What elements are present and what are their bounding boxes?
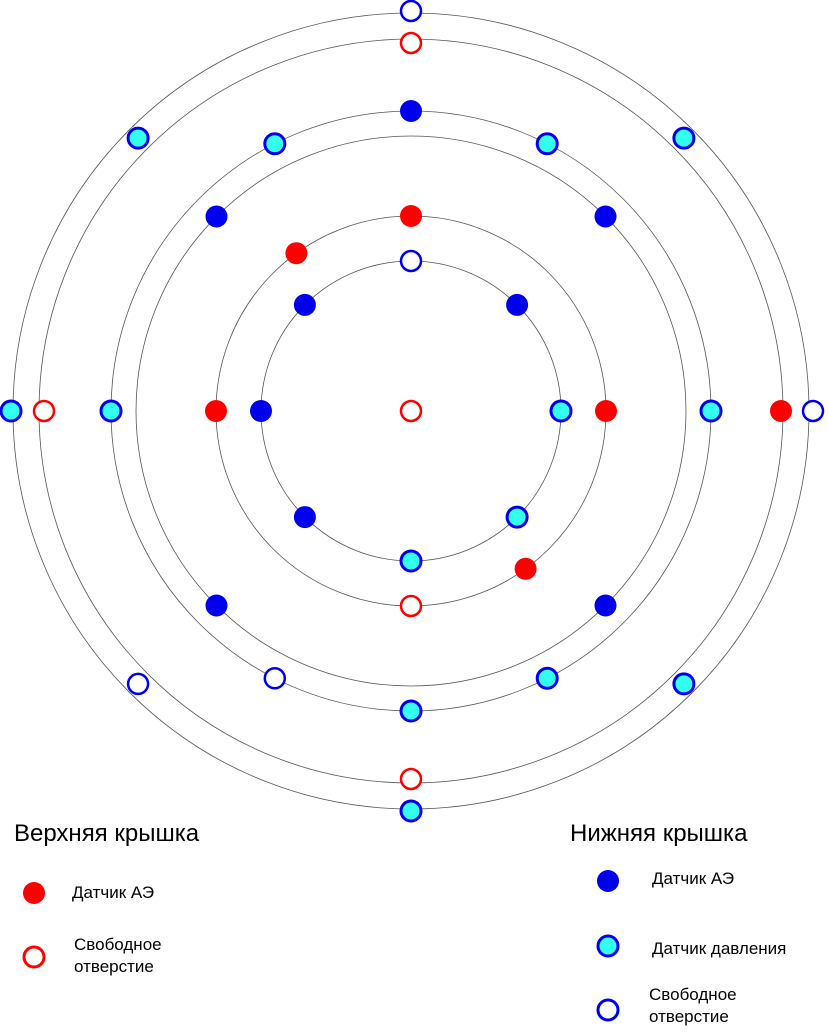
- legend-bottom-pressure-marker: [596, 934, 620, 958]
- hole-bot-ae-15: [293, 506, 316, 529]
- legend-bottom-pressure-label: Датчик давления: [652, 939, 787, 958]
- hole-bot-press-24: [99, 399, 123, 423]
- legend-bottom-free-line1: Свободное: [649, 985, 737, 1004]
- hole-bot-press-20: [549, 399, 573, 423]
- legend-top-free-label: Свободное отверстие: [74, 934, 162, 978]
- hole-top-ae-5: [285, 242, 308, 265]
- legend-bottom-free-marker: [596, 998, 620, 1022]
- legend-bottom-free-label: Свободное отверстие: [649, 984, 737, 1028]
- hole-bot-press-29: [672, 126, 696, 150]
- hole-bot-press-23: [699, 399, 723, 423]
- top-ae-marker-dot: [23, 882, 45, 904]
- hole-bot-free-38: [801, 399, 825, 423]
- ring-3: [135, 135, 687, 687]
- hole-bot-free-37: [399, 0, 423, 23]
- legend-top-ae-marker: [23, 882, 45, 904]
- hole-bot-ae-17: [594, 205, 617, 228]
- hole-bot-ae-16: [205, 205, 228, 228]
- bottom-pressure-marker-dot: [596, 934, 620, 958]
- hole-bot-ae-11: [400, 100, 422, 122]
- hole-bot-free-35: [263, 667, 287, 690]
- hole-top-ae-2: [205, 400, 227, 422]
- bottom-ae-marker-dot: [597, 870, 619, 892]
- hole-top-free-8: [399, 31, 423, 55]
- hole-top-ae-1: [400, 205, 422, 227]
- legend-bottom-ae-marker: [597, 870, 619, 892]
- hole-bot-ae-18: [205, 594, 228, 617]
- hole-bot-free-36: [126, 672, 150, 696]
- hole-bot-free-34: [399, 249, 423, 273]
- hole-top-ae-3: [595, 400, 617, 422]
- hole-top-free-10: [399, 767, 423, 791]
- hole-bot-ae-13: [293, 293, 316, 316]
- legend-bottom-title: Нижняя крышка: [570, 820, 748, 847]
- legend-bottom-ae-label: Датчик АЭ: [652, 869, 735, 888]
- hole-bot-press-32: [0, 399, 23, 423]
- sensor-layout-diagram: [0, 0, 825, 823]
- legend-top-ae-label: Датчик АЭ: [72, 883, 155, 902]
- legend-top-title: Верхняя крышка: [14, 820, 200, 847]
- hole-bot-press-25: [399, 699, 423, 723]
- hole-bot-press-28: [535, 666, 559, 690]
- hole-bot-press-27: [263, 132, 287, 156]
- legend-top-free-line2: отверстие: [74, 957, 154, 976]
- holes-group: [0, 0, 825, 823]
- hole-bot-press-26: [535, 132, 559, 156]
- hole-top-ae-4: [514, 557, 537, 580]
- hole-bot-press-31: [672, 672, 696, 696]
- bottom-free-marker-ring: [596, 998, 620, 1022]
- hole-bot-ae-12: [250, 400, 272, 422]
- legend-top-free-marker: [22, 945, 46, 969]
- legend-bottom-free-line2: отверстие: [649, 1007, 729, 1026]
- hole-bot-press-30: [126, 126, 150, 150]
- hole-top-ae-6: [770, 400, 792, 422]
- hole-bot-ae-19: [594, 594, 617, 617]
- hole-bot-press-33: [399, 799, 423, 823]
- hole-bot-ae-14: [506, 293, 529, 316]
- hole-top-free-7: [399, 594, 423, 618]
- hole-bot-press-22: [505, 505, 529, 529]
- top-free-marker-ring: [22, 945, 46, 969]
- hole-bot-press-21: [399, 549, 423, 573]
- hole-top-free-9: [32, 399, 56, 423]
- hole-top-free-0: [399, 399, 423, 423]
- legend-top-free-line1: Свободное: [74, 935, 162, 954]
